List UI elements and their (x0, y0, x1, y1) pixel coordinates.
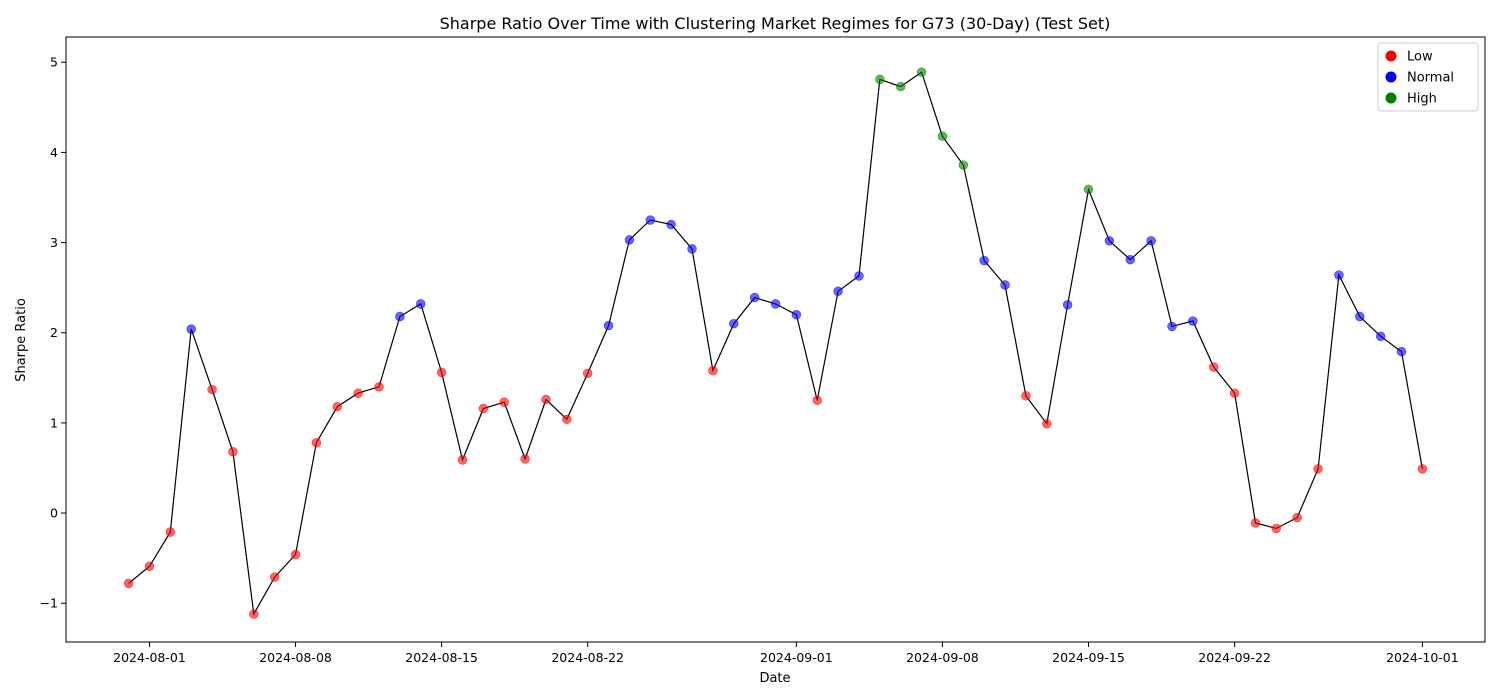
x-tick-label: 2024-08-22 (551, 650, 624, 665)
x-axis-label: Date (759, 671, 790, 686)
data-point-low (478, 403, 489, 414)
data-point-low (123, 578, 134, 589)
legend-marker-low (1385, 50, 1397, 62)
y-tick-label: 4 (50, 145, 58, 160)
data-point-low (228, 447, 238, 457)
x-tick-label: 2024-08-08 (259, 650, 332, 665)
data-point-low (1250, 518, 1261, 528)
data-point-normal (749, 292, 760, 303)
y-tick-label: 3 (50, 235, 58, 250)
data-point-normal (395, 311, 405, 322)
data-point-normal (979, 255, 989, 266)
data-point-low (562, 414, 572, 424)
data-point-normal (1188, 316, 1198, 326)
data-point-normal (1167, 321, 1177, 332)
data-point-low (457, 455, 468, 465)
data-point-low (1229, 388, 1240, 398)
data-point-low (1417, 464, 1428, 474)
data-point-low (708, 365, 718, 376)
legend-marker-normal (1385, 71, 1397, 83)
y-axis-label: Sharpe Ratio (14, 298, 29, 382)
data-point-normal (624, 235, 635, 245)
data-point-high (937, 131, 948, 141)
data-point-high (875, 74, 885, 85)
x-tick-label: 2024-09-08 (906, 650, 979, 665)
data-point-low (353, 388, 363, 398)
data-point-low (207, 384, 217, 395)
data-point-low (582, 368, 593, 379)
y-axis: −1 0 1 2 3 4 5 (40, 55, 66, 611)
data-point-high (1083, 184, 1094, 195)
data-point-normal (1146, 236, 1156, 246)
data-points (123, 67, 1428, 619)
data-point-low (1313, 464, 1323, 474)
data-point-low (165, 527, 176, 537)
legend: Low Normal High (1377, 42, 1479, 112)
data-point-normal (1375, 331, 1386, 342)
data-point-low (249, 609, 259, 619)
data-point-normal (854, 271, 864, 281)
data-point-low (1209, 362, 1219, 372)
y-tick-label: 0 (50, 506, 58, 521)
data-point-normal (1125, 255, 1135, 265)
y-tick-label: 2 (50, 325, 58, 340)
data-point-low (374, 382, 384, 392)
data-point-normal (1396, 346, 1407, 357)
data-point-low (311, 438, 322, 448)
data-point-low (1021, 391, 1031, 401)
data-point-normal (416, 299, 426, 309)
data-point-low (269, 572, 280, 582)
x-axis: 2024-08-01 2024-08-08 2024-08-15 2024-08-22… (113, 642, 1459, 665)
legend-label-low: Low (1407, 50, 1433, 65)
x-tick-label: 2024-08-15 (405, 650, 478, 665)
data-point-normal (687, 244, 697, 254)
data-point-normal (770, 299, 781, 309)
data-point-low (1271, 523, 1282, 534)
data-point-normal (791, 310, 802, 320)
x-tick-label: 2024-10-01 (1386, 650, 1459, 665)
legend-box (1377, 42, 1479, 112)
y-tick-label: 1 (50, 415, 58, 430)
x-tick-label: 2024-09-15 (1052, 650, 1125, 665)
data-point-low (541, 394, 551, 405)
data-point-low (436, 367, 447, 378)
data-point-normal (1062, 300, 1073, 310)
data-point-normal (186, 324, 196, 334)
data-point-normal (1355, 311, 1365, 322)
data-point-normal (1334, 270, 1344, 280)
data-point-high (916, 67, 927, 77)
legend-label-normal: Normal (1407, 71, 1454, 86)
data-point-normal (666, 219, 676, 230)
data-point-high (958, 160, 969, 170)
data-point-normal (603, 320, 614, 331)
data-point-high (896, 81, 906, 92)
data-point-low (520, 454, 530, 464)
data-point-normal (833, 286, 843, 296)
data-point-low (144, 561, 155, 571)
legend-marker-high (1385, 92, 1397, 104)
data-point-normal (729, 319, 739, 329)
x-tick-label: 2024-09-01 (760, 650, 833, 665)
y-tick-label: 5 (50, 55, 58, 70)
sharpe-ratio-line (128, 71, 1423, 616)
chart-title: Sharpe Ratio Over Time with Clustering M… (440, 14, 1111, 33)
y-tick-label: −1 (40, 596, 58, 611)
data-point-low (812, 395, 822, 406)
data-point-normal (1104, 236, 1115, 246)
legend-label-high: High (1407, 92, 1437, 107)
data-point-low (1042, 419, 1052, 429)
data-point-normal (645, 215, 655, 225)
x-tick-label: 2024-08-01 (113, 650, 186, 665)
data-point-low (499, 397, 509, 407)
plot-area-frame (65, 36, 1486, 643)
data-point-low (332, 401, 342, 412)
data-point-low (290, 549, 301, 560)
data-point-normal (1000, 280, 1010, 290)
x-tick-label: 2024-09-22 (1198, 650, 1271, 665)
data-point-low (1292, 512, 1302, 523)
